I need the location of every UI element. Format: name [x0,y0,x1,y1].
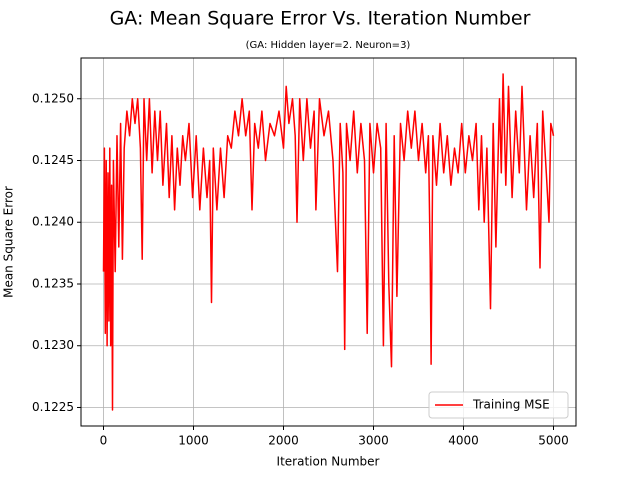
y-tick-label: 0.1235 [32,276,74,290]
x-tick-label: 5000 [538,434,569,448]
plot-frame [80,57,577,427]
data-line [102,73,555,411]
chart-title: GA: Mean Square Error Vs. Iteration Numb… [110,8,531,30]
y-tick-label: 0.1245 [32,153,74,167]
chart-subtitle: (GA: Hidden layer=2. Neuron=3) [246,40,411,51]
y-tick-label: 0.1250 [32,91,74,105]
y-tick-label: 0.1230 [32,338,74,352]
x-tick-label: 2000 [268,434,299,448]
x-tick-label: 1000 [178,434,209,448]
y-axis-label: Mean Square Error [2,186,16,298]
legend-label: Training MSE [472,398,550,412]
y-tick-label: 0.1225 [32,400,74,414]
x-tick-label: 0 [100,434,108,448]
x-tick-label: 4000 [448,434,479,448]
legend-box [428,391,569,419]
x-tick-label: 3000 [358,434,389,448]
y-tick-label: 0.1240 [32,215,74,229]
x-axis-label: Iteration Number [277,455,380,469]
